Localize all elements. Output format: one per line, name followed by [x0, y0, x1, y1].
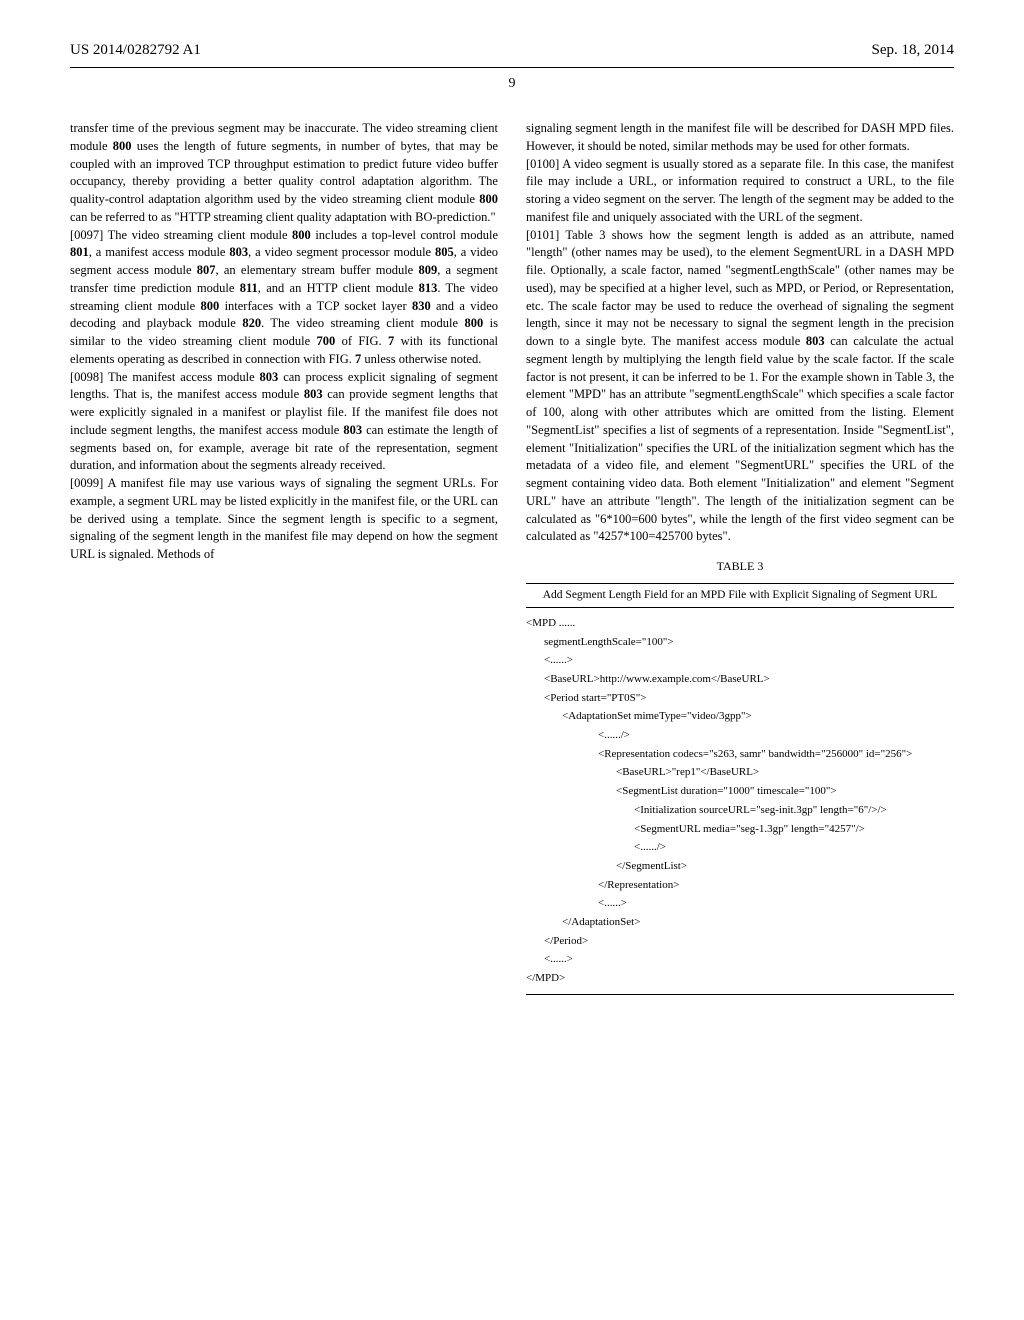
code-line: <BaseURL>http://www.example.com</BaseURL…	[526, 670, 954, 689]
code-line: <......>	[526, 950, 954, 969]
para-098: [0098] The manifest access module 803 ca…	[70, 369, 498, 476]
code-line: <AdaptationSet mimeType="video/3gpp">	[526, 707, 954, 726]
table-code: <MPD ......segmentLengthScale="100"><...…	[526, 614, 954, 988]
para-099-continuation: signaling segment length in the manifest…	[526, 120, 954, 156]
page-header: US 2014/0282792 A1 Sep. 18, 2014	[70, 42, 954, 59]
code-line: <......>	[526, 894, 954, 913]
code-line: </SegmentList>	[526, 857, 954, 876]
patent-page: US 2014/0282792 A1 Sep. 18, 2014 9 trans…	[0, 0, 1024, 1048]
code-line: </Period>	[526, 932, 954, 951]
para-096-continuation: transfer time of the previous segment ma…	[70, 120, 498, 227]
code-line: <Period start="PT0S">	[526, 689, 954, 708]
page-number: 9	[70, 76, 954, 92]
right-column: signaling segment length in the manifest…	[526, 120, 954, 998]
para-101: [0101] Table 3 shows how the segment len…	[526, 227, 954, 547]
code-line: <....../>	[526, 726, 954, 745]
code-line: <Initialization sourceURL="seg-init.3gp"…	[526, 801, 954, 820]
table-mid-rule	[526, 607, 954, 608]
publication-number: US 2014/0282792 A1	[70, 42, 201, 59]
header-rule	[70, 67, 954, 68]
code-line: </AdaptationSet>	[526, 913, 954, 932]
code-line: </MPD>	[526, 969, 954, 988]
code-line: <......>	[526, 651, 954, 670]
table-subtitle: Add Segment Length Field for an MPD File…	[526, 588, 954, 603]
table-caption: TABLE 3	[526, 558, 954, 575]
para-100: [0100] A video segment is usually stored…	[526, 156, 954, 227]
para-099: [0099] A manifest file may use various w…	[70, 475, 498, 564]
code-line: <Representation codecs="s263, samr" band…	[526, 745, 954, 764]
table-bottom-rule	[526, 994, 954, 995]
code-line: <MPD ......	[526, 614, 954, 633]
code-line: <....../>	[526, 838, 954, 857]
code-line: <BaseURL>"rep1"</BaseURL>	[526, 763, 954, 782]
code-line: segmentLengthScale="100">	[526, 633, 954, 652]
publication-date: Sep. 18, 2014	[872, 42, 955, 59]
para-097: [0097] The video streaming client module…	[70, 227, 498, 369]
table-top-rule	[526, 583, 954, 584]
two-column-body: transfer time of the previous segment ma…	[70, 120, 954, 998]
code-line: <SegmentList duration="1000" timescale="…	[526, 782, 954, 801]
code-line: </Representation>	[526, 876, 954, 895]
code-line: <SegmentURL media="seg-1.3gp" length="42…	[526, 820, 954, 839]
left-column: transfer time of the previous segment ma…	[70, 120, 498, 998]
